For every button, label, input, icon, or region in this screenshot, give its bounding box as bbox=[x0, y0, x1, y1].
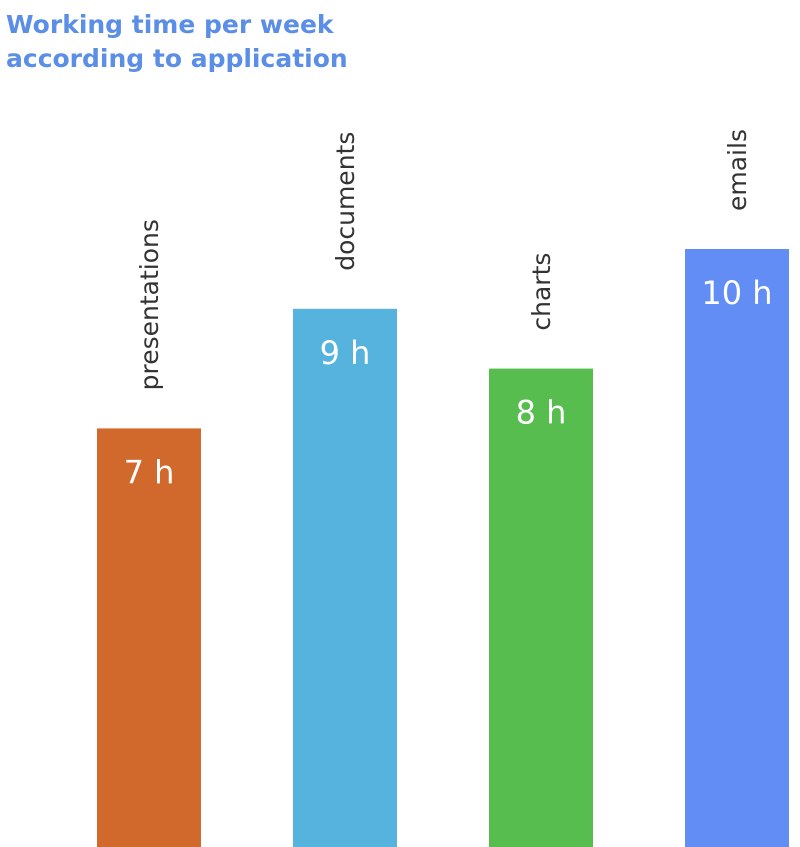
value-label-charts: 8 h bbox=[516, 394, 567, 432]
value-label-documents: 9 h bbox=[320, 334, 371, 372]
chart-title: Working time per week according to appli… bbox=[6, 8, 426, 76]
bar-documents bbox=[293, 308, 397, 847]
category-label-emails: emails bbox=[723, 129, 752, 211]
value-label-presentations: 7 h bbox=[124, 453, 175, 491]
category-label-charts: charts bbox=[527, 253, 556, 331]
bar-emails bbox=[685, 249, 789, 847]
chart-title-line-1: Working time per week bbox=[6, 10, 334, 39]
bars-layer: 7 h presentations 9 h documents 8 h charts 10 … bbox=[97, 129, 789, 847]
category-label-documents: documents bbox=[331, 132, 360, 271]
chart-title-line-2: according to application bbox=[6, 44, 348, 73]
bar-charts bbox=[489, 368, 593, 847]
category-label-presentations: presentations bbox=[135, 219, 164, 390]
bar-presentations bbox=[97, 428, 201, 847]
value-label-emails: 10 h bbox=[701, 274, 772, 312]
